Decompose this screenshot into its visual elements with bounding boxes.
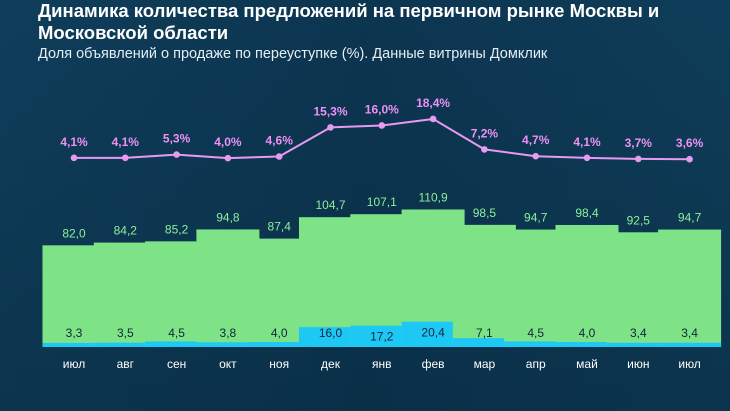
share-value-label: 4,1%: [60, 135, 88, 149]
share-point: [583, 154, 591, 162]
resale-value-label: 3,4: [630, 326, 647, 340]
resale-bar: [504, 341, 568, 347]
total-value-label: 104,7: [315, 198, 345, 212]
resale-bar: [145, 341, 209, 347]
total-value-label: 98,5: [473, 206, 497, 220]
share-point: [70, 154, 78, 162]
total-value-label: 84,2: [114, 224, 138, 238]
resale-value-label: 7,1: [476, 326, 493, 340]
resale-bar: [555, 342, 619, 347]
share-point: [429, 115, 437, 123]
resale-value-label: 4,0: [271, 326, 288, 340]
share-point: [378, 122, 386, 129]
share-point: [481, 146, 488, 153]
resale-bar: [196, 342, 260, 347]
share-value-label: 16,0%: [365, 102, 399, 116]
share-value-label: 4,1%: [112, 135, 140, 149]
chart-title: Динамика количества предложений на перви…: [38, 0, 660, 43]
total-value-label: 94,8: [216, 210, 240, 224]
resale-bar: [247, 342, 311, 347]
share-point: [532, 152, 539, 160]
resale-value-label: 20,4: [421, 326, 445, 340]
total-value-label: 87,4: [268, 220, 292, 234]
share-point: [122, 154, 129, 162]
share-value-label: 4,0%: [214, 135, 242, 149]
share-value-label: 18,4%: [416, 96, 450, 110]
resale-value-label: 17,2: [370, 330, 394, 344]
resale-bar: [93, 342, 157, 347]
month-label: июн: [627, 357, 649, 371]
total-value-label: 82,0: [62, 226, 86, 240]
share-value-label: 5,3%: [163, 132, 191, 146]
resale-value-label: 16,0: [319, 326, 343, 340]
share-value-label: 4,7%: [522, 133, 550, 147]
resale-value-label: 3,3: [66, 326, 83, 340]
resale-bar: [299, 327, 362, 347]
month-label: июл: [678, 357, 700, 371]
chart-subtitle: Доля объявлений о продаже по переуступке…: [38, 46, 548, 62]
total-value-label: 92,5: [627, 213, 651, 227]
month-label: сен: [167, 357, 186, 371]
resale-value-label: 4,5: [527, 326, 544, 340]
total-value-label: 107,1: [367, 195, 397, 209]
resale-value-label: 3,8: [220, 326, 237, 340]
share-value-label: 15,3%: [313, 104, 347, 118]
total-value-label: 110,9: [419, 190, 448, 204]
resale-bar: [658, 342, 722, 347]
total-value-label: 94,7: [678, 211, 702, 225]
total-value-label: 98,4: [575, 206, 599, 220]
month-label: ноя: [269, 357, 289, 371]
month-label: май: [576, 357, 598, 371]
total-value-label: 94,7: [524, 211, 548, 225]
share-point: [327, 124, 334, 131]
month-label: фев: [422, 357, 445, 371]
share-value-label: 4,1%: [573, 135, 601, 149]
share-value-label: 4,6%: [266, 133, 294, 147]
month-label: янв: [372, 357, 392, 371]
share-value-label: 3,6%: [676, 136, 704, 150]
resale-bar: [350, 325, 414, 347]
share-point: [686, 155, 693, 163]
share-value-label: 3,7%: [625, 136, 653, 150]
total-bar: [658, 229, 722, 347]
resale-value-label: 4,0: [579, 326, 596, 340]
resale-value-label: 3,5: [117, 326, 134, 340]
month-label: апр: [526, 357, 546, 371]
share-point: [173, 151, 180, 158]
month-label: июл: [63, 357, 85, 371]
share-point: [275, 153, 283, 160]
resale-value-label: 3,4: [681, 326, 698, 340]
month-label: авг: [117, 357, 135, 371]
month-label: дек: [321, 357, 341, 371]
share-point: [635, 155, 642, 163]
resale-bar: [42, 342, 106, 347]
month-label: мар: [474, 357, 496, 371]
month-label: окт: [219, 357, 237, 371]
share-point: [224, 154, 232, 162]
resale-bar: [452, 338, 516, 347]
share-value-label: 7,2%: [471, 126, 499, 140]
resale-bar: [606, 342, 670, 347]
total-value-label: 85,2: [165, 222, 189, 236]
resale-value-label: 4,5: [168, 326, 185, 340]
